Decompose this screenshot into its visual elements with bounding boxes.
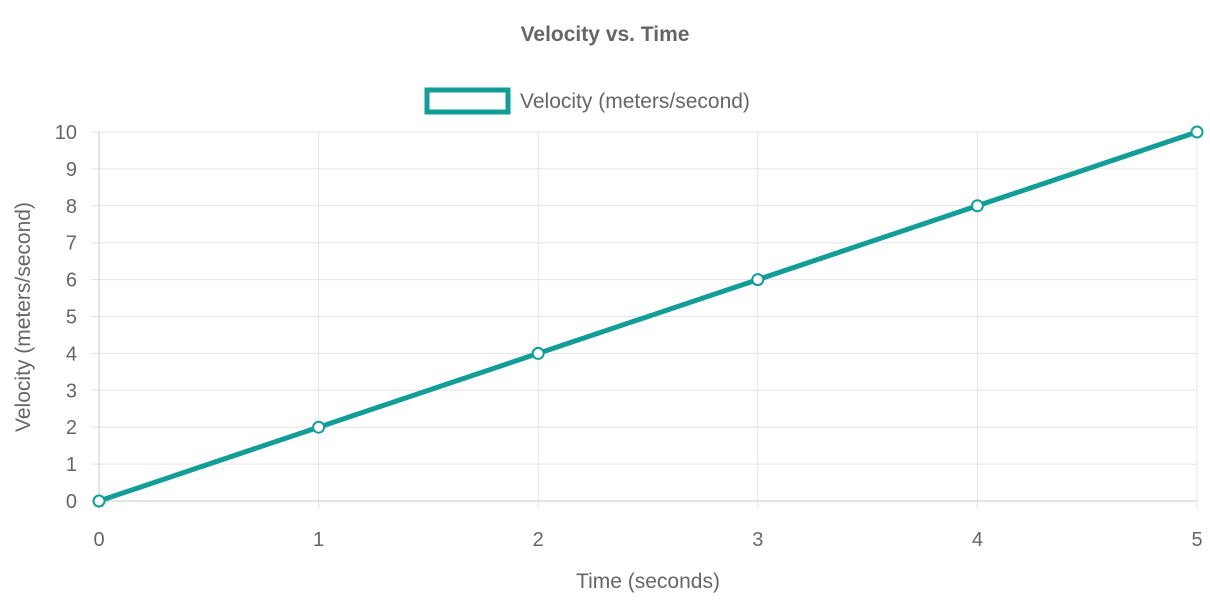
y-axis-ticks: 0 1 2 3 4 5 6 7 8 9 10 [55,122,77,513]
x-tick-label: 0 [93,529,104,551]
x-tick-label: 1 [313,529,324,551]
y-tick-label: 0 [66,491,77,513]
data-point[interactable] [751,273,765,287]
data-point[interactable] [970,199,984,213]
series-velocity [96,129,1200,504]
y-tick-label: 2 [66,417,77,439]
y-tick-label: 4 [66,343,77,365]
y-tick-label: 6 [66,270,77,292]
legend[interactable]: Velocity (meters/second) [424,87,750,115]
legend-swatch[interactable] [424,87,511,115]
series-line [96,129,1200,504]
chart-title: Velocity vs. Time [521,23,690,46]
x-tick-label: 2 [533,529,544,551]
y-tick-label: 1 [66,454,77,476]
data-points [92,125,1204,508]
data-point[interactable] [312,420,326,434]
y-tick-label: 7 [66,233,77,255]
x-tick-label: 5 [1191,529,1202,551]
y-tick-label: 10 [55,122,77,144]
x-axis-ticks: 0 1 2 3 4 5 [93,529,1202,551]
y-tick-label: 3 [66,380,77,402]
y-tick-label: 9 [66,159,77,181]
data-point[interactable] [1190,125,1204,139]
x-tick-label: 3 [752,529,763,551]
x-axis-title: Time (seconds) [576,570,720,593]
y-axis-title: Velocity (meters/second) [12,202,35,432]
legend-label[interactable]: Velocity (meters/second) [520,90,750,113]
y-tick-label: 8 [66,196,77,218]
data-point[interactable] [92,494,106,508]
axes [91,132,1197,509]
data-point[interactable] [531,346,545,360]
x-tick-label: 4 [972,529,983,551]
y-tick-label: 5 [66,307,77,329]
